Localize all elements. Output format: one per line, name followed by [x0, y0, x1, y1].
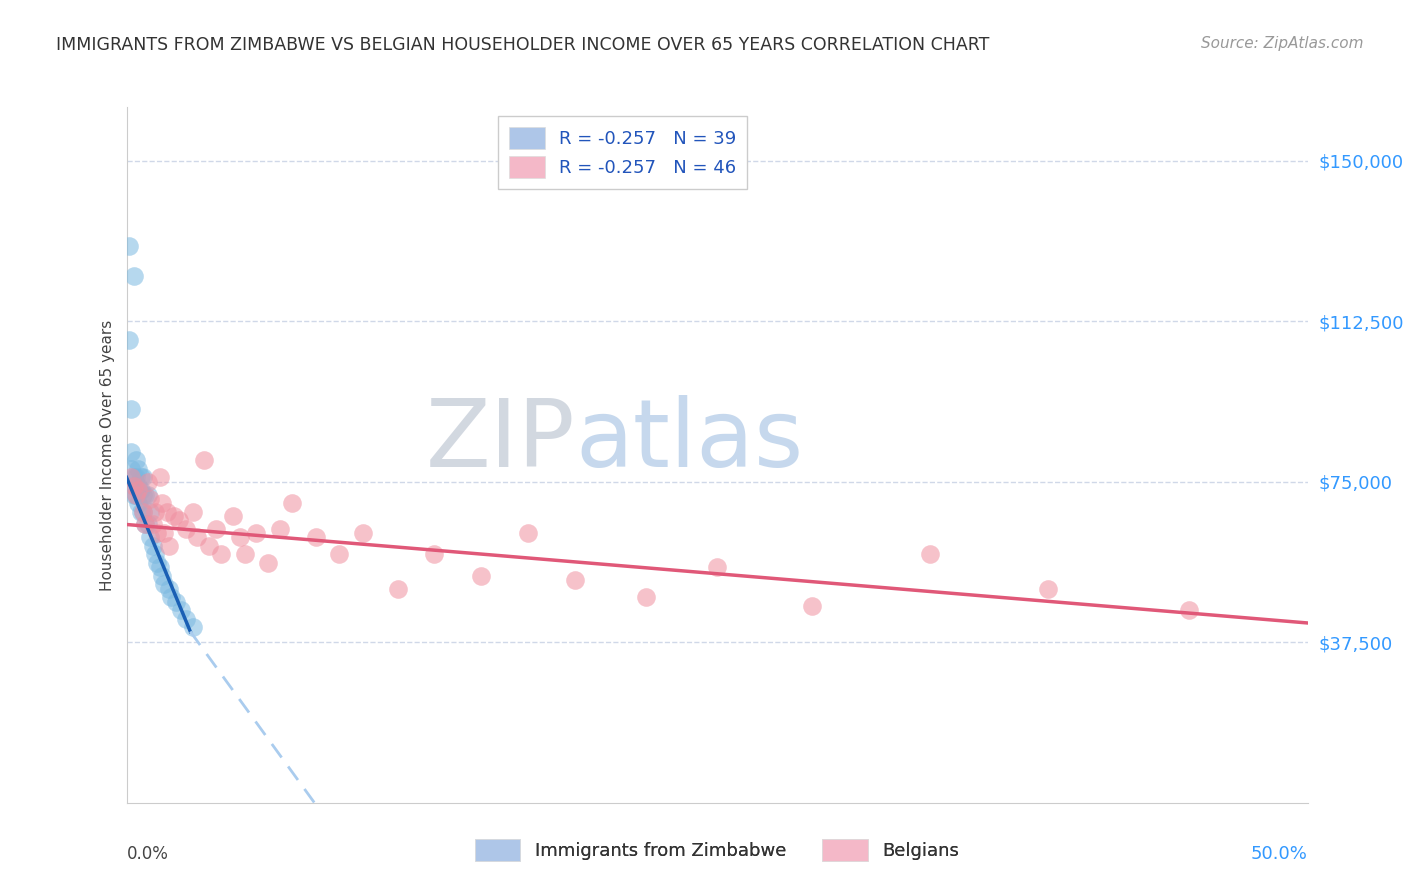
Point [127, 462, 149, 476]
Point [245, 526, 267, 541]
Point [146, 556, 169, 570]
Text: ZIP: ZIP [426, 395, 575, 487]
Point [186, 530, 208, 544]
Point [222, 508, 245, 523]
Point [387, 582, 409, 596]
Point [149, 470, 172, 484]
Point [127, 479, 149, 493]
Point [125, 487, 148, 501]
Point [122, 479, 145, 493]
Point [181, 620, 204, 634]
Point [122, 479, 145, 493]
Point [564, 573, 586, 587]
Point [125, 487, 148, 501]
Point [125, 470, 148, 484]
Point [160, 591, 183, 605]
Point [636, 591, 658, 605]
Point [167, 513, 190, 527]
Point [125, 453, 148, 467]
Point [120, 470, 142, 484]
Point [132, 505, 155, 519]
Point [422, 548, 444, 562]
Point [165, 594, 187, 608]
Point [281, 496, 304, 510]
Point [143, 548, 166, 562]
Point [706, 560, 728, 574]
Point [134, 517, 156, 532]
Point [269, 522, 291, 536]
Point [132, 487, 155, 501]
Point [118, 239, 141, 253]
Point [257, 556, 280, 570]
Point [120, 462, 142, 476]
Point [134, 487, 156, 501]
Point [205, 522, 228, 536]
Point [139, 491, 162, 506]
Point [1036, 582, 1059, 596]
Point [129, 505, 152, 519]
Point [328, 548, 350, 562]
Point [132, 505, 155, 519]
Point [129, 483, 152, 498]
Point [918, 548, 941, 562]
Point [122, 470, 145, 484]
Point [127, 496, 149, 510]
Point [118, 334, 141, 348]
Point [209, 548, 232, 562]
Point [146, 526, 169, 541]
Point [470, 569, 492, 583]
Y-axis label: Householder Income Over 65 years: Householder Income Over 65 years [100, 319, 115, 591]
Point [229, 530, 252, 544]
Point [163, 508, 186, 523]
Point [120, 401, 142, 416]
Point [139, 505, 162, 519]
Point [156, 505, 179, 519]
Text: 50.0%: 50.0% [1251, 845, 1308, 863]
Point [143, 505, 166, 519]
Point [304, 530, 326, 544]
Point [139, 530, 162, 544]
Point [127, 483, 149, 498]
Point [120, 444, 142, 458]
Point [136, 517, 159, 532]
Point [136, 487, 159, 501]
Point [132, 470, 155, 484]
Point [141, 539, 163, 553]
Point [800, 599, 823, 613]
Point [170, 603, 193, 617]
Point [136, 475, 159, 489]
Legend: Immigrants from Zimbabwe, Belgians: Immigrants from Zimbabwe, Belgians [467, 830, 967, 871]
Point [153, 526, 176, 541]
Point [198, 539, 221, 553]
Point [141, 517, 163, 532]
Point [174, 522, 197, 536]
Point [129, 470, 152, 484]
Point [233, 548, 256, 562]
Point [134, 517, 156, 532]
Point [174, 612, 197, 626]
Point [193, 453, 215, 467]
Point [352, 526, 374, 541]
Point [149, 560, 172, 574]
Point [157, 582, 180, 596]
Text: 0.0%: 0.0% [127, 845, 169, 863]
Text: atlas: atlas [575, 395, 804, 487]
Text: IMMIGRANTS FROM ZIMBABWE VS BELGIAN HOUSEHOLDER INCOME OVER 65 YEARS CORRELATION: IMMIGRANTS FROM ZIMBABWE VS BELGIAN HOUS… [56, 36, 990, 54]
Point [1178, 603, 1201, 617]
Point [150, 569, 173, 583]
Point [517, 526, 540, 541]
Point [150, 496, 173, 510]
Point [157, 539, 180, 553]
Point [153, 577, 176, 591]
Text: Source: ZipAtlas.com: Source: ZipAtlas.com [1201, 36, 1364, 51]
Point [122, 487, 145, 501]
Point [181, 505, 204, 519]
Point [122, 269, 145, 284]
